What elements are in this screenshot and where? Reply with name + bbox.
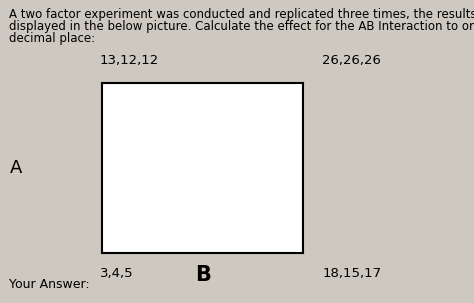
Text: 3,4,5: 3,4,5: [100, 267, 133, 280]
Text: 26,26,26: 26,26,26: [322, 54, 381, 67]
Text: decimal place:: decimal place:: [9, 32, 96, 45]
Text: A: A: [9, 159, 22, 177]
Text: Your Answer:: Your Answer:: [9, 278, 90, 291]
Text: A two factor experiment was conducted and replicated three times, the results ar: A two factor experiment was conducted an…: [9, 8, 474, 21]
Text: B: B: [195, 265, 210, 285]
Text: 18,15,17: 18,15,17: [322, 267, 382, 280]
Text: 13,12,12: 13,12,12: [100, 54, 159, 67]
Text: displayed in the below picture. Calculate the effect for the AB Interaction to o: displayed in the below picture. Calculat…: [9, 20, 474, 33]
